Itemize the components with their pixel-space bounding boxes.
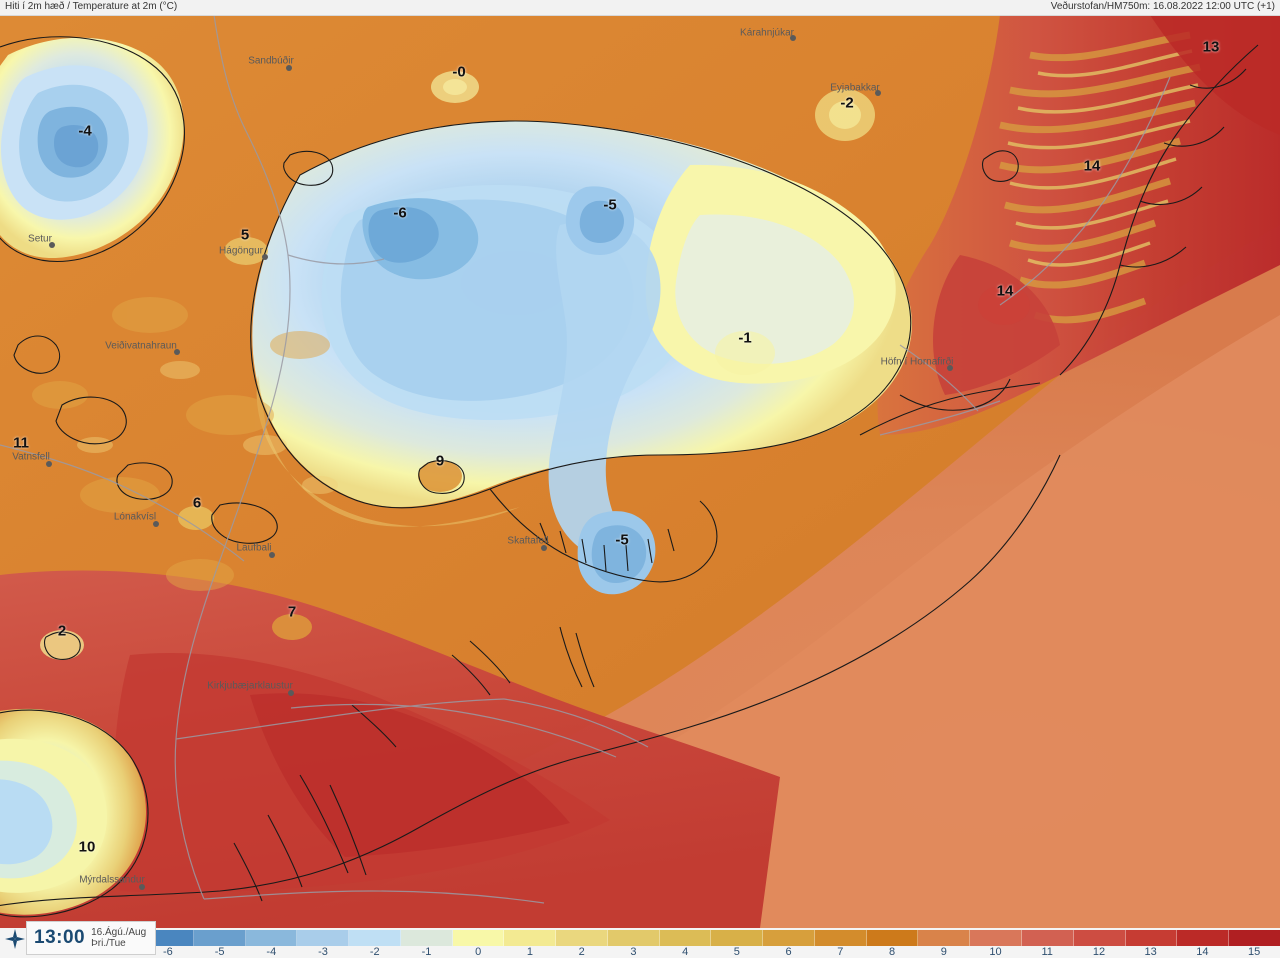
color-swatch[interactable]	[1125, 930, 1178, 946]
date-line-1: 16.Ágú./Aug	[91, 927, 147, 938]
color-scale-ticks: -6 -5 -4 -3 -2 -1 0 1 2 3 4 5 6 7 8 9 10 11 12 13 14 15	[142, 946, 1280, 958]
temperature-label: 7	[287, 603, 297, 621]
color-scale-tick: 1	[526, 946, 534, 958]
color-scale-tick: 8	[888, 946, 896, 958]
color-scale-tick: 6	[785, 946, 792, 958]
time-label: 13:00	[34, 927, 86, 948]
temperature-label: -0	[452, 63, 466, 81]
color-scale-tick: -2	[369, 946, 380, 958]
date-line-2: Þri./Tue	[91, 938, 126, 949]
temperature-label: 5	[240, 226, 250, 244]
color-scale-tick: -1	[421, 946, 432, 958]
place-dot	[286, 65, 292, 71]
place-dot	[541, 545, 547, 551]
color-swatch[interactable]	[763, 930, 815, 946]
color-swatch[interactable]	[814, 930, 867, 946]
color-scale-tick: 2	[578, 946, 585, 958]
color-swatch[interactable]	[349, 930, 401, 946]
place-dot	[790, 35, 796, 41]
color-scale-tick: 15	[1248, 946, 1261, 958]
color-scale-tick: 11	[1041, 946, 1053, 958]
color-scale-tick: -6	[162, 946, 173, 958]
legend-bar: -6 -5 -4 -3 -2 -1 0 1 2 3 4 5 6 7 8 9 10 11 12 13 14 15	[0, 928, 1280, 958]
temperature-label: -2	[840, 94, 854, 112]
temperature-label: -6	[393, 204, 407, 222]
temperature-label: 14	[1083, 157, 1101, 175]
date-block: 16.Ágú./Aug Þri./Tue	[91, 927, 146, 949]
time-step-widget[interactable]: 13:00 16.Ágú./Aug Þri./Tue	[26, 921, 156, 955]
color-swatch[interactable]	[297, 930, 350, 946]
map-title: Hiti í 2m hæð / Temperature at 2m (°C)	[5, 1, 178, 12]
color-scale-tick: -4	[266, 946, 277, 958]
color-swatch[interactable]	[245, 930, 298, 946]
place-dot	[262, 254, 268, 260]
temperature-label: 11	[13, 434, 29, 452]
color-swatch[interactable]	[1073, 930, 1126, 946]
color-scale-tick: 14	[1196, 946, 1209, 958]
color-scale-tick: 13	[1144, 946, 1157, 958]
color-scale-tick: 0	[475, 946, 482, 958]
temperature-label: 14	[996, 282, 1014, 300]
color-scale-tick: 3	[630, 946, 637, 958]
temperature-label: 9	[435, 452, 445, 470]
place-dot	[139, 884, 145, 890]
temperature-label: -5	[603, 196, 617, 214]
place-dot	[153, 521, 159, 527]
color-scale-tick: 12	[1092, 946, 1106, 958]
color-swatch[interactable]	[556, 930, 608, 946]
model-run-info: Veðurstofan/HM750m: 16.08.2022 12:00 UTC…	[1050, 1, 1275, 12]
color-swatch[interactable]	[1177, 930, 1230, 946]
temperature-label: -4	[78, 122, 92, 140]
color-swatch[interactable]	[866, 930, 919, 946]
temperature-label: 6	[192, 494, 202, 512]
place-dot	[46, 461, 52, 467]
color-scale-tick: 9	[940, 946, 947, 958]
map-canvas[interactable]: Sandbúðir Kárahnjúkar Eyjabakkar Setur H…	[0, 15, 1280, 928]
color-swatch[interactable]	[400, 930, 453, 946]
place-dot	[947, 365, 953, 371]
compass-star-icon	[5, 929, 25, 949]
color-scale-tick: 10	[989, 946, 1002, 958]
color-scale-tick: 4	[682, 946, 689, 958]
header-bar: Hiti í 2m hæð / Temperature at 2m (°C) V…	[0, 0, 1280, 16]
place-dot	[174, 349, 180, 355]
place-dot	[49, 242, 55, 248]
temperature-label: 13	[1202, 38, 1220, 56]
temperature-label: -1	[738, 329, 752, 347]
color-swatch[interactable]	[193, 930, 246, 946]
temperature-label: -5	[615, 531, 629, 549]
color-scale-tick: 7	[837, 946, 844, 958]
color-swatch[interactable]	[711, 930, 764, 946]
color-swatch[interactable]	[918, 930, 971, 946]
place-dot	[269, 552, 275, 558]
color-scale-tick: -3	[318, 946, 328, 958]
place-dot	[875, 90, 881, 96]
color-swatch[interactable]	[452, 930, 505, 946]
color-swatch[interactable]	[504, 930, 557, 946]
temperature-field	[0, 15, 1280, 928]
color-swatch[interactable]	[1229, 930, 1280, 946]
color-swatch[interactable]	[1022, 930, 1074, 946]
color-swatch[interactable]	[659, 930, 712, 946]
color-scale-tick: 5	[733, 946, 740, 958]
color-scale-tick: -5	[214, 946, 225, 958]
color-swatch[interactable]	[607, 930, 660, 946]
temperature-label: 10	[78, 838, 96, 856]
color-scale[interactable]	[142, 930, 1280, 946]
place-dot	[288, 690, 294, 696]
color-swatch[interactable]	[970, 930, 1023, 946]
temperature-label: 2	[57, 622, 67, 640]
